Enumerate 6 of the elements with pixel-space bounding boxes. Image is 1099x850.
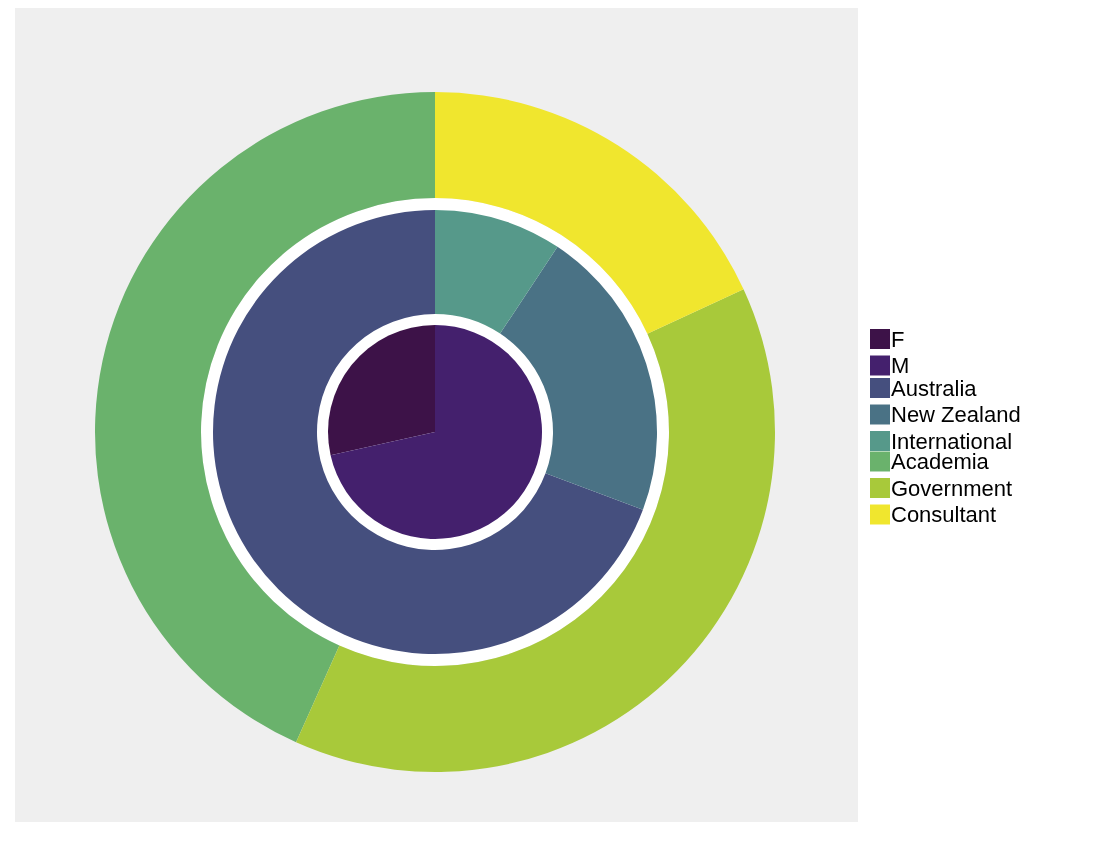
legend-label: New Zealand	[891, 402, 1021, 427]
legend-label: Government	[891, 475, 1013, 501]
legend-label: Australia	[891, 375, 978, 401]
legend-label: M	[891, 353, 910, 378]
legend-label: Consultant	[891, 502, 997, 527]
legend-label: F	[891, 326, 905, 352]
